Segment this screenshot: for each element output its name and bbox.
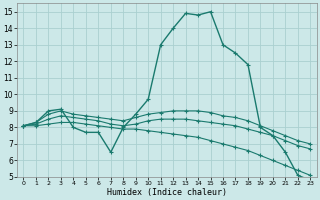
- X-axis label: Humidex (Indice chaleur): Humidex (Indice chaleur): [107, 188, 227, 197]
